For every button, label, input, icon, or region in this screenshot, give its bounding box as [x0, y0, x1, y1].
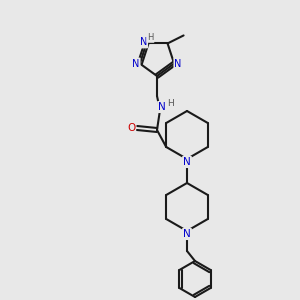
- Text: N: N: [183, 157, 191, 167]
- Text: N: N: [140, 38, 147, 47]
- Text: H: H: [147, 33, 154, 42]
- Text: N: N: [183, 229, 191, 239]
- Text: N: N: [158, 102, 166, 112]
- Text: O: O: [127, 123, 135, 133]
- Text: N: N: [174, 58, 182, 69]
- Text: H: H: [167, 98, 173, 107]
- Text: N: N: [132, 58, 140, 69]
